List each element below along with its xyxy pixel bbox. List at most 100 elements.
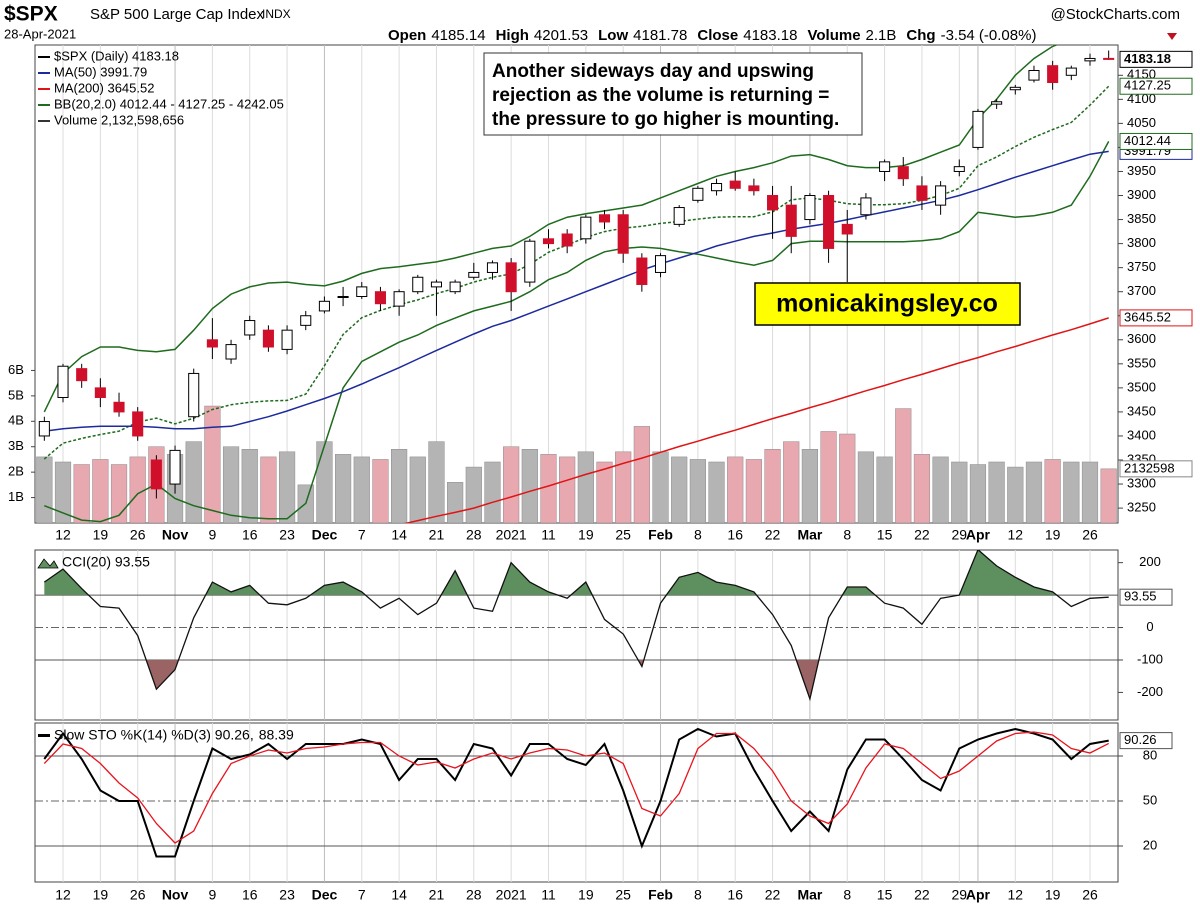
x-tick-label: 7 — [358, 527, 366, 543]
candle-body — [505, 262, 517, 293]
cci-panel — [34, 549, 1119, 721]
x-tick-label: Dec — [312, 527, 338, 543]
legend-entry: BB(20,2.0) 4012.44 - 4127.25 - 4242.05 — [54, 96, 284, 111]
candle-body — [654, 255, 667, 273]
change-arrow — [1167, 33, 1177, 40]
legend-entry: Volume 2,132,598,656 — [54, 112, 184, 127]
x-tick-label: Apr — [966, 527, 991, 543]
source: @StockCharts.com — [1051, 6, 1180, 23]
legend-swatch — [38, 734, 50, 737]
legend-swatch — [38, 56, 50, 58]
candle-body — [150, 459, 162, 490]
candle-body — [767, 195, 779, 211]
volume-bar — [353, 456, 370, 523]
y-tick-label: 3750 — [1127, 259, 1156, 274]
annotation-line: rejection as the volume is returning = — [492, 85, 829, 106]
x-tick-label: 7 — [358, 887, 366, 903]
candle-body — [991, 101, 1003, 105]
volume-bar — [521, 449, 538, 523]
volume-bar — [745, 459, 762, 523]
volume-bar — [801, 449, 818, 523]
volume-bar — [110, 464, 128, 523]
sto-layer — [35, 727, 1118, 858]
candle-body — [57, 365, 69, 398]
candle-body — [1028, 69, 1040, 81]
x-tick-label: 9 — [208, 527, 216, 543]
volume-bar — [185, 441, 202, 523]
candle-body — [785, 204, 797, 237]
volume-bar — [447, 482, 464, 523]
candle-body — [94, 387, 106, 398]
candle-body — [188, 372, 200, 418]
x-tick-label: 26 — [130, 527, 146, 543]
candle-body — [1103, 57, 1115, 60]
legend-entry: MA(50) 3991.79 — [54, 64, 147, 79]
x-tick-label: 23 — [279, 527, 295, 543]
x-tick-label: 19 — [93, 887, 109, 903]
x-tick-label: 16 — [727, 887, 743, 903]
x-tick-label: 14 — [391, 887, 407, 903]
bb-lower — [44, 141, 1110, 523]
legend-entry: Slow STO %K(14) %D(3) 90.26, — [54, 727, 254, 743]
candle-body — [1065, 67, 1077, 76]
candle-body — [692, 187, 704, 201]
x-tick-label: 23 — [279, 887, 295, 903]
x-tick-label: 19 — [578, 887, 594, 903]
legend-entry: CCI(20) 93.55 — [62, 554, 150, 570]
x-tick-label: 28 — [466, 527, 482, 543]
x-tick-label: 2021 — [496, 887, 527, 903]
candle-body — [225, 344, 237, 360]
volume-bar — [372, 459, 389, 523]
legend-swatch — [38, 104, 50, 106]
y-tick-label: 3600 — [1127, 331, 1156, 346]
value-box — [1119, 460, 1193, 478]
value-box — [1119, 77, 1193, 95]
x-tick-label: 19 — [1045, 527, 1061, 543]
y-tick-label: 3250 — [1127, 500, 1156, 515]
y-tick-label: -200 — [1137, 684, 1163, 699]
quote-label: Close — [697, 27, 738, 44]
volume-bar — [241, 449, 258, 523]
volume-bar — [932, 456, 949, 523]
watermark: monicakingsley.co — [776, 290, 998, 318]
candle-body — [374, 291, 386, 305]
volume-bar — [129, 456, 146, 523]
volume-tick-label: 3B — [8, 438, 24, 453]
volume-bar — [652, 451, 669, 523]
volume-bar — [92, 459, 109, 523]
price-layer — [36, 45, 1117, 523]
moving-average — [44, 150, 1109, 432]
candle-body — [598, 214, 611, 223]
volume-bar — [484, 461, 501, 523]
legend-swatch — [38, 120, 50, 122]
y-tick-label: 3300 — [1127, 475, 1156, 490]
candle-body — [262, 329, 274, 348]
x-tick-label: 11 — [541, 527, 556, 543]
watermark-box — [754, 282, 1021, 326]
volume-bar — [951, 461, 968, 523]
volume-bar — [559, 456, 576, 523]
x-tick-label: 2021 — [496, 527, 527, 543]
volume-bar — [204, 405, 221, 523]
y-tick-label: 80 — [1143, 747, 1157, 762]
y-tick-label: 3850 — [1127, 211, 1156, 226]
x-tick-label: Dec — [312, 887, 338, 903]
candle-body — [561, 233, 573, 247]
volume-bar — [839, 433, 856, 523]
volume-bar — [73, 464, 90, 523]
volume-bar — [465, 466, 482, 523]
volume-bar — [857, 451, 875, 523]
candle-body — [1084, 57, 1096, 62]
label-layer: 12 12 19 19 26 26 Nov Nov 9 9 16 16 23 23 Dec Dec 7 7 14 14… — [8, 48, 1193, 903]
x-tick-label: Feb — [648, 887, 673, 903]
y-tick-label: 4050 — [1127, 115, 1156, 130]
legend-swatch — [38, 88, 50, 90]
x-tick-label: 25 — [615, 887, 631, 903]
legend-entry: MA(200) 3645.52 — [54, 80, 154, 95]
annotation-line: the pressure to go higher is mounting. — [492, 109, 839, 130]
x-tick-label: 22 — [914, 887, 930, 903]
overbought-area — [44, 550, 1109, 596]
candle-body — [916, 185, 928, 201]
volume-bar — [391, 449, 408, 523]
